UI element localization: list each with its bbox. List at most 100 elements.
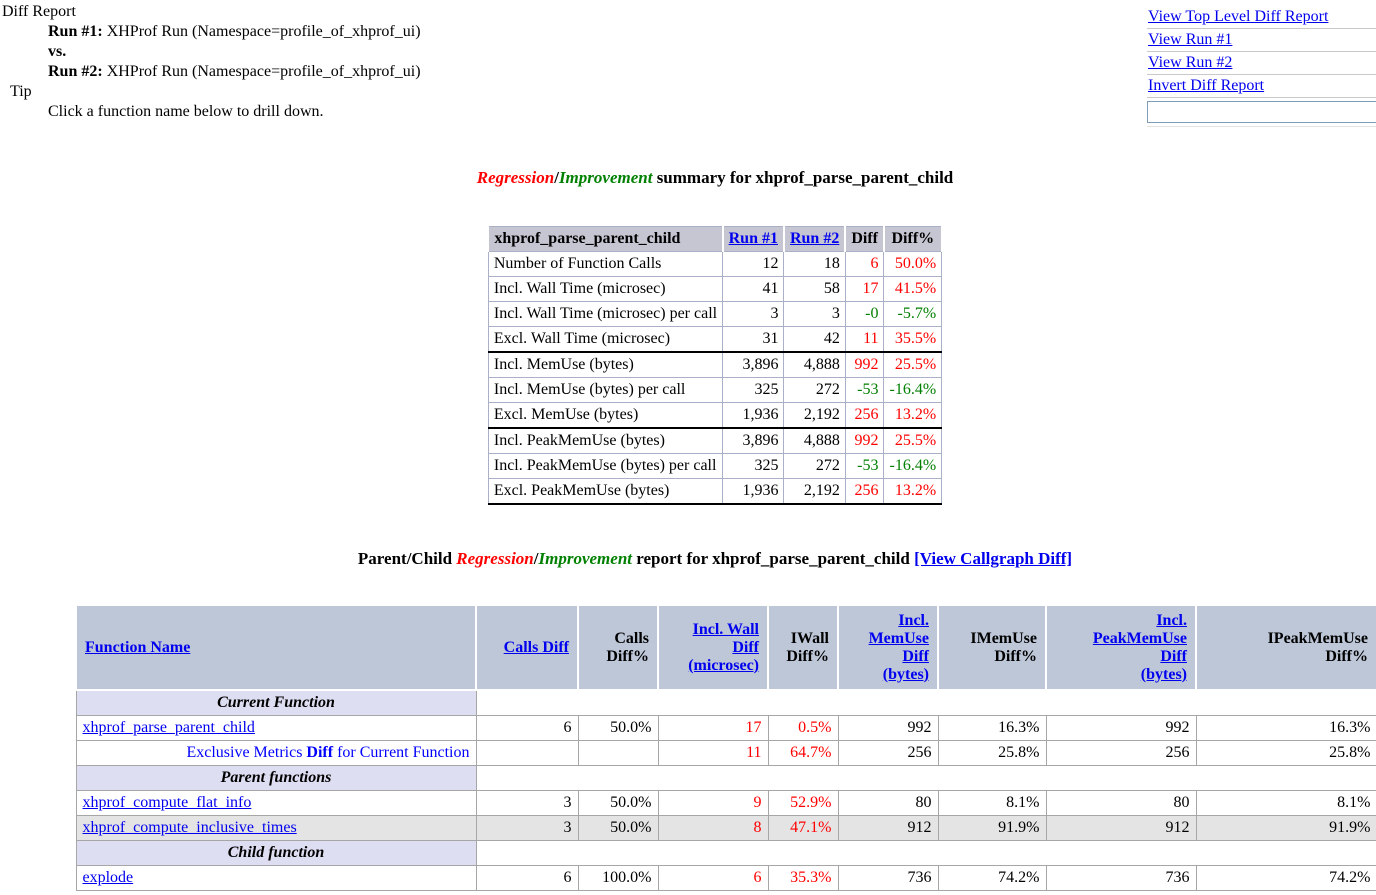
diff-value: -0 bbox=[844, 301, 885, 327]
incl-memuse-diff-sort-link[interactable]: Incl. MemUse Diff (bytes) bbox=[868, 611, 929, 683]
metric-row: Incl. Wall Time (microsec) per call 3 3 … bbox=[487, 301, 943, 327]
diff-column-header: Diff bbox=[844, 226, 885, 252]
report-header-row: Function Name Calls Diff Calls Diff% Inc… bbox=[75, 604, 1376, 691]
view-top-level-diff-report-link[interactable]: View Top Level Diff Report bbox=[1148, 8, 1329, 25]
imemuse-diffpct-value: 16.3% bbox=[937, 715, 1047, 741]
run1-value: 41 bbox=[722, 276, 785, 302]
title-slash: / bbox=[533, 549, 539, 568]
calls-diffpct-value: 50.0% bbox=[577, 715, 659, 741]
calls-diff-value: 3 bbox=[475, 815, 579, 841]
view-run-1-link[interactable]: View Run #1 bbox=[1148, 31, 1233, 48]
function-link-xhprof-compute-inclusive-times[interactable]: xhprof_compute_inclusive_times bbox=[82, 819, 297, 836]
incl-peakmemuse-diff-value: 80 bbox=[1045, 790, 1197, 816]
nav-row: View Top Level Diff Report bbox=[1147, 6, 1376, 29]
metric-label: Incl. MemUse (bytes) per call bbox=[487, 377, 724, 403]
run2-header-link[interactable]: Run #2 bbox=[789, 230, 840, 247]
function-link-explode[interactable]: explode bbox=[82, 869, 134, 886]
exclusive-label-pre: Exclusive Metrics bbox=[186, 744, 307, 761]
run2-label: Run #2: bbox=[48, 63, 103, 80]
view-run-2-link[interactable]: View Run #2 bbox=[1148, 54, 1233, 71]
function-cell: xhprof_compute_inclusive_times bbox=[75, 815, 477, 841]
metric-row: Excl. PeakMemUse (bytes) 1,936 2,192 256… bbox=[487, 478, 943, 505]
function-link-xhprof-parse-parent-child[interactable]: xhprof_parse_parent_child bbox=[82, 719, 255, 736]
diffpct-value: 25.5% bbox=[883, 351, 943, 378]
iwall-diffpct-value: 64.7% bbox=[767, 740, 839, 766]
calls-diffpct-value bbox=[577, 740, 659, 766]
imemuse-diffpct-column-header: IMemUse Diff% bbox=[937, 604, 1047, 691]
iwall-diffpct-value: 47.1% bbox=[767, 815, 839, 841]
current-function-band-label: Current Function bbox=[75, 689, 477, 716]
run2-value: 42 bbox=[783, 326, 846, 353]
ipeakmemuse-diffpct-value: 8.1% bbox=[1195, 790, 1376, 816]
run1-column-header: Run #1 bbox=[721, 226, 785, 252]
tip-text: Click a function name below to drill dow… bbox=[48, 103, 324, 120]
incl-memuse-diff-value: 256 bbox=[837, 740, 939, 766]
imemuse-diffpct-value: 8.1% bbox=[937, 790, 1047, 816]
run1-description: XHProf Run (Namespace=profile_of_xhprof_… bbox=[106, 23, 421, 40]
imemuse-diffpct-value: 74.2% bbox=[937, 865, 1047, 891]
metric-label: Excl. Wall Time (microsec) bbox=[487, 326, 724, 353]
incl-peakmemuse-diff-sort-link[interactable]: Incl. PeakMemUse Diff (bytes) bbox=[1092, 611, 1187, 683]
run2-value: 272 bbox=[783, 453, 846, 479]
title-slash: / bbox=[554, 168, 559, 187]
run1-value: 3,896 bbox=[722, 351, 785, 378]
regression-word: Regression bbox=[476, 168, 555, 187]
metric-row: Incl. PeakMemUse (bytes) per call 325 27… bbox=[487, 453, 943, 479]
parent-child-table: Function Name Calls Diff Calls Diff% Inc… bbox=[75, 604, 1376, 891]
incl-wall-diff-value: 8 bbox=[657, 815, 769, 841]
incl-wall-diff-column-header: Incl. Wall Diff (microsec) bbox=[657, 604, 769, 691]
improvement-word: Improvement bbox=[558, 168, 653, 187]
run1-value: 3,896 bbox=[722, 427, 785, 454]
regression-word: Regression bbox=[456, 549, 534, 568]
iwall-diffpct-value: 35.3% bbox=[767, 865, 839, 891]
function-link-xhprof-compute-flat-info[interactable]: xhprof_compute_flat_info bbox=[82, 794, 252, 811]
diff-value: 256 bbox=[844, 402, 885, 429]
diff-value: 6 bbox=[844, 251, 885, 277]
parent-functions-band-label: Parent functions bbox=[75, 765, 477, 791]
incl-memuse-diff-value: 912 bbox=[837, 815, 939, 841]
diffpct-value: -5.7% bbox=[883, 301, 943, 327]
function-filter-input[interactable] bbox=[1147, 101, 1376, 123]
metric-row: Incl. MemUse (bytes) 3,896 4,888 992 25.… bbox=[487, 351, 943, 378]
diffpct-value: -16.4% bbox=[883, 453, 943, 479]
nav-links-panel: View Top Level Diff Report View Run #1 V… bbox=[1147, 6, 1376, 127]
diff-value: 256 bbox=[844, 478, 885, 505]
metric-label: Incl. PeakMemUse (bytes) per call bbox=[487, 453, 724, 479]
report-info-block: Diff Report Run #1: XHProf Run (Namespac… bbox=[0, 0, 1376, 122]
diffpct-value: 35.5% bbox=[883, 326, 943, 353]
calls-diff-sort-link[interactable]: Calls Diff bbox=[503, 638, 569, 656]
summary-function-header: xhprof_parse_parent_child bbox=[487, 226, 724, 252]
incl-wall-diff-value: 11 bbox=[657, 740, 769, 766]
improvement-word: Improvement bbox=[538, 549, 633, 568]
view-callgraph-diff-link[interactable]: [View Callgraph Diff] bbox=[914, 549, 1073, 568]
diffpct-value: 50.0% bbox=[883, 251, 943, 277]
calls-diffpct-value: 50.0% bbox=[577, 815, 659, 841]
function-cell: explode bbox=[75, 865, 477, 891]
current-function-band-row: Current Function bbox=[75, 689, 1376, 716]
run1-header-link[interactable]: Run #1 bbox=[728, 230, 778, 247]
metric-label: Number of Function Calls bbox=[487, 251, 724, 277]
run2-value: 3 bbox=[783, 301, 846, 327]
run1-value: 31 bbox=[722, 326, 785, 353]
run2-line: Run #2: XHProf Run (Namespace=profile_of… bbox=[48, 62, 1376, 82]
incl-wall-diff-sort-link[interactable]: Incl. Wall Diff (microsec) bbox=[688, 620, 759, 674]
run1-label: Run #1: bbox=[48, 23, 103, 40]
diffpct-value: 25.5% bbox=[883, 427, 943, 454]
metric-label: Incl. PeakMemUse (bytes) bbox=[487, 427, 724, 454]
metric-label: Incl. MemUse (bytes) bbox=[487, 351, 724, 378]
incl-wall-diff-value: 17 bbox=[657, 715, 769, 741]
function-cell: xhprof_parse_parent_child bbox=[75, 715, 477, 741]
function-cell: xhprof_compute_flat_info bbox=[75, 790, 477, 816]
report-title-prefix: Parent/Child bbox=[357, 549, 457, 568]
incl-memuse-diff-value: 80 bbox=[837, 790, 939, 816]
incl-peakmemuse-diff-value: 736 bbox=[1045, 865, 1197, 891]
iwall-diffpct-value: 52.9% bbox=[767, 790, 839, 816]
invert-diff-report-link[interactable]: Invert Diff Report bbox=[1148, 77, 1265, 94]
ipeakmemuse-diffpct-value: 74.2% bbox=[1195, 865, 1376, 891]
function-name-sort-link[interactable]: Function Name bbox=[85, 638, 191, 656]
metric-row: Incl. MemUse (bytes) per call 325 272 -5… bbox=[487, 377, 943, 403]
run2-description: XHProf Run (Namespace=profile_of_xhprof_… bbox=[106, 63, 421, 80]
diff-value: 992 bbox=[844, 427, 885, 454]
function-row: xhprof_compute_inclusive_times 3 50.0% 8… bbox=[75, 815, 1376, 841]
diff-report-heading: Diff Report bbox=[2, 3, 76, 20]
